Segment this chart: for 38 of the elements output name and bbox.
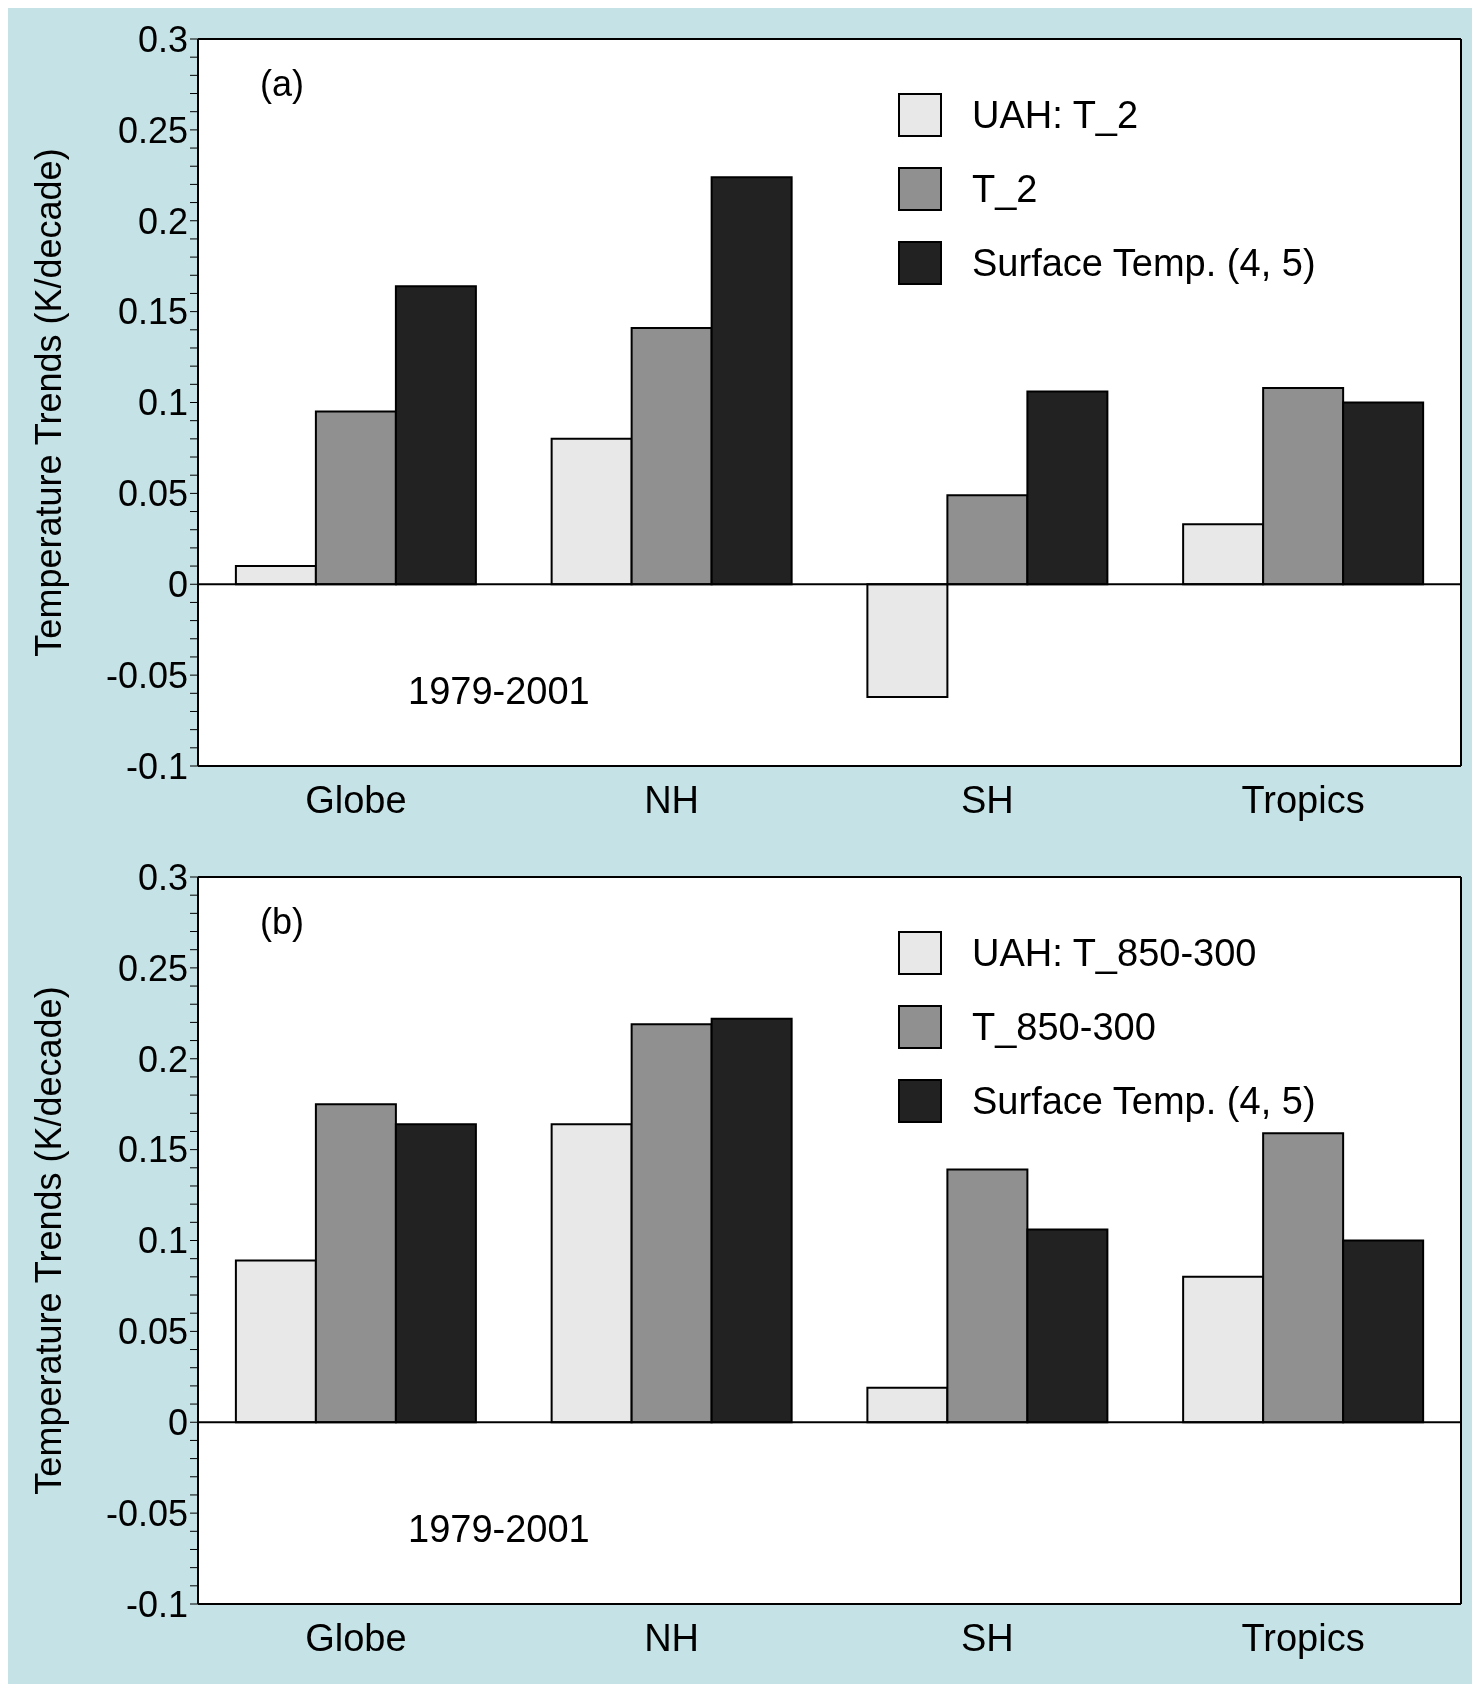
y-tick-label: -0.05 [105, 654, 188, 696]
y-tick-label: 0.3 [137, 856, 188, 898]
legend-label: UAH: T_850-300 [972, 931, 1257, 975]
annotation: (a) [260, 63, 304, 105]
y-tick-label: 0.15 [117, 1129, 188, 1171]
y-tick-label: 0.25 [117, 947, 188, 989]
y-tick-label: -0.1 [125, 1583, 188, 1625]
legend-label: T_2 [972, 167, 1038, 211]
legend-label: Surface Temp. (4, 5) [972, 241, 1316, 285]
y-tick-label: 0.15 [117, 291, 188, 333]
y-tick-label: 0.1 [137, 1220, 188, 1262]
x-tick-label: SH [960, 1616, 1014, 1659]
y-tick-label: 0.05 [117, 473, 188, 515]
y-tick-label: 0.2 [137, 200, 188, 242]
x-tick-label: Tropics [1241, 1616, 1365, 1659]
y-axis-title: Temperature Trends (K/decade) [27, 148, 69, 657]
x-tick-label: Globe [305, 1616, 407, 1659]
x-tick-label: SH [960, 778, 1014, 821]
y-tick-label: 0.25 [117, 109, 188, 151]
annotation: 1979-2001 [408, 1508, 590, 1551]
x-tick-label: Globe [305, 778, 407, 821]
y-tick-label: 0.05 [117, 1311, 188, 1353]
annotation: (b) [260, 901, 304, 943]
y-tick-label: 0 [167, 1402, 188, 1444]
legend-label: UAH: T_2 [972, 93, 1139, 137]
y-tick-label: 0.3 [137, 18, 188, 60]
x-tick-label: Tropics [1241, 778, 1365, 821]
y-tick-label: -0.05 [105, 1492, 188, 1534]
y-tick-label: 0.1 [137, 382, 188, 424]
legend-label: Surface Temp. (4, 5) [972, 1079, 1316, 1123]
legend-label: T_850-300 [972, 1005, 1156, 1049]
x-tick-label: NH [644, 778, 700, 821]
y-axis-title: Temperature Trends (K/decade) [27, 986, 69, 1495]
y-tick-label: 0 [167, 564, 188, 606]
y-tick-label: 0.2 [137, 1038, 188, 1080]
annotation: 1979-2001 [408, 670, 590, 713]
x-tick-label: NH [644, 1616, 700, 1659]
y-tick-label: -0.1 [125, 745, 188, 787]
